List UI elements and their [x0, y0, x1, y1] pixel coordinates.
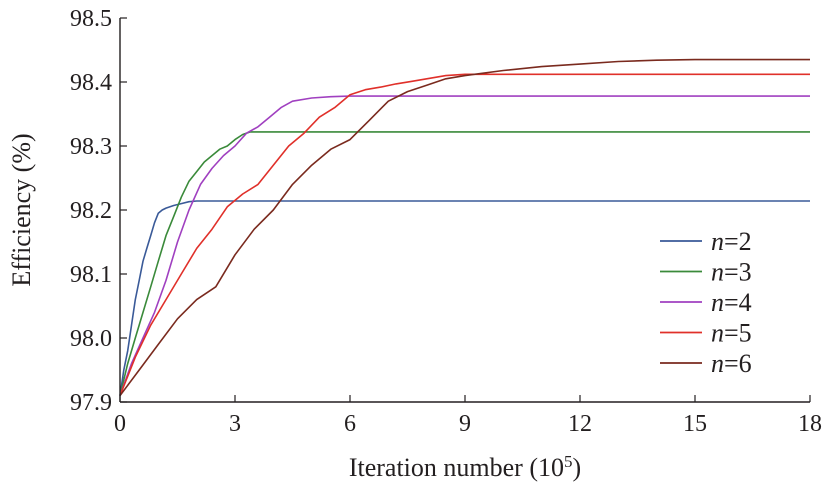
x-tick-label: 12 — [568, 411, 592, 437]
x-tick-label: 3 — [229, 411, 241, 437]
y-tick-label: 98.5 — [70, 6, 112, 32]
x-tick-label: 6 — [344, 411, 356, 437]
series-layer — [119, 58, 810, 397]
legend-label-var: n — [711, 349, 724, 378]
legend-label-var: n — [711, 288, 724, 317]
x-axis-title-superscript: 5 — [564, 452, 573, 471]
y-axis-title: Efficiency (%) — [7, 133, 36, 286]
legend-label: n=4 — [711, 288, 752, 317]
legend-label: n=6 — [711, 349, 752, 378]
legend-label: n=5 — [711, 319, 752, 348]
legend-label-value: =2 — [724, 227, 752, 256]
y-tick-label: 98.0 — [70, 326, 112, 352]
legend-label-value: =3 — [724, 258, 752, 287]
series-line-n-4 — [119, 95, 810, 396]
legend-label: n=3 — [711, 258, 752, 287]
x-axis-title-main: Iteration number (10 — [349, 453, 564, 482]
legend-label: n=2 — [711, 227, 752, 256]
x-tick-label: 15 — [683, 411, 707, 437]
series-line-n-3 — [119, 131, 810, 396]
y-tick-label: 98.3 — [70, 134, 112, 160]
legend-label-value: =6 — [724, 349, 752, 378]
legend-label-var: n — [711, 319, 724, 348]
legend-label-value: =4 — [724, 288, 752, 317]
x-tick-label: 18 — [798, 411, 822, 437]
series-line-n-6 — [119, 58, 810, 397]
x-tick-label: 0 — [114, 411, 126, 437]
legend-label-var: n — [711, 227, 724, 256]
legend-label-var: n — [711, 258, 724, 287]
y-tick-label: 98.2 — [70, 198, 112, 224]
series-line-n-2 — [119, 200, 810, 396]
y-tick-label: 97.9 — [70, 390, 112, 416]
x-axis-title: Iteration number (105) — [349, 452, 581, 482]
y-tick-label: 98.1 — [70, 262, 112, 288]
series-line-n-5 — [119, 73, 810, 396]
legend: n=2n=3n=4n=5n=6 — [660, 227, 752, 378]
x-tick-label: 9 — [459, 411, 471, 437]
ticks-layer: 0 3 6 9 12 15 18 97.9 98.0 98.1 98.2 98.3 98.4 98.5 — [70, 6, 822, 437]
y-tick-label: 98.4 — [70, 70, 112, 96]
x-axis-title-close: ) — [572, 453, 581, 482]
legend-label-value: =5 — [724, 319, 752, 348]
